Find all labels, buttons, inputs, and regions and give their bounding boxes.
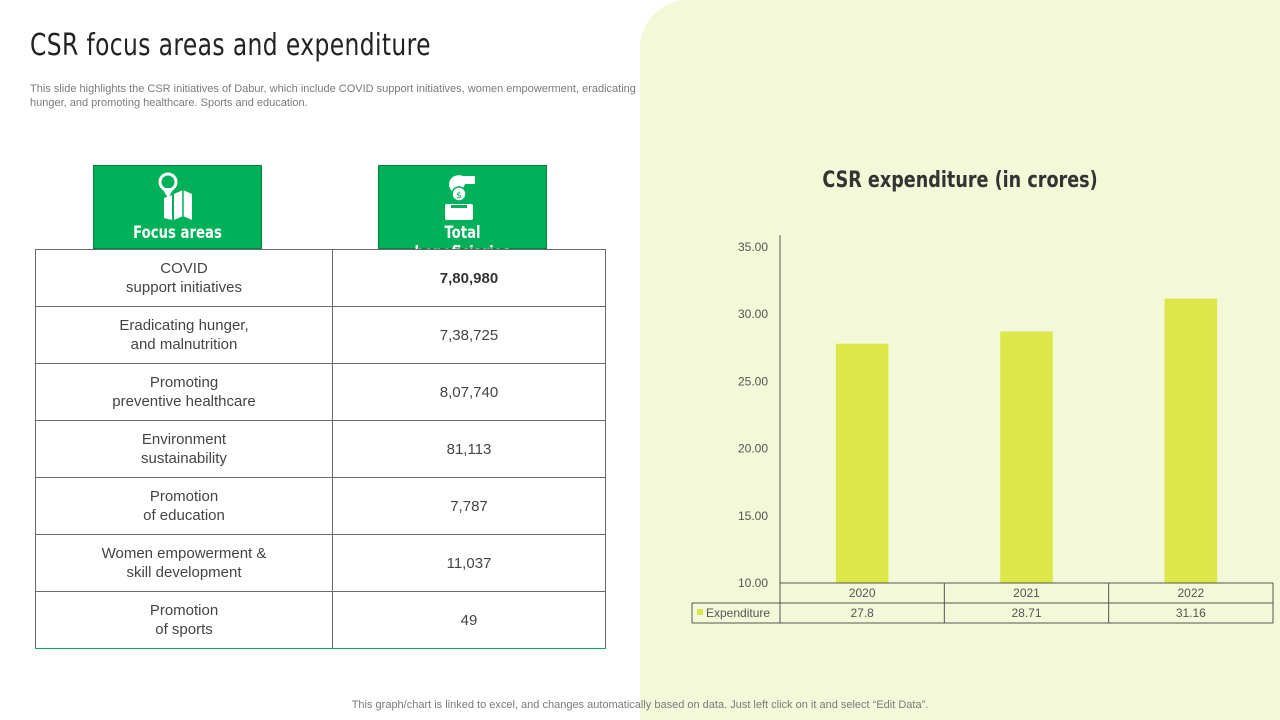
focus-area-cell: Environment sustainability [35,420,333,478]
y-tick-label: 35.00 [738,240,768,254]
footer-note: This graph/chart is linked to excel, and… [351,699,929,711]
focus-area-cell: Promotion of education [35,477,333,535]
legend-label: Expenditure [706,606,770,620]
bar [1000,331,1053,583]
x-tick-label: 2022 [1177,586,1204,600]
beneficiaries-cell: 7,80,980 [332,249,606,307]
map-pin-icon [94,172,261,220]
beneficiaries-cell: 8,07,740 [332,363,606,421]
beneficiaries-cell: 49 [332,591,606,649]
x-tick-label: 2021 [1013,586,1040,600]
table-row: Women empowerment & skill development 11… [35,534,606,592]
y-tick-label: 15.00 [738,509,768,523]
y-tick-label: 30.00 [738,307,768,321]
focus-areas-table: COVID support initiatives 7,80,980 Eradi… [35,249,606,649]
focus-areas-label: Focus areas [133,223,222,243]
donation-hand-icon: $ [379,172,546,220]
page-title: CSR focus areas and expenditure [30,28,431,63]
y-tick-label: 10.00 [738,576,768,590]
x-tick-label: 2020 [849,586,876,600]
chart-title: CSR expenditure (in crores) [822,168,1098,193]
beneficiaries-cell: 7,38,725 [332,306,606,364]
table-row: Environment sustainability 81,113 [35,420,606,478]
y-tick-label: 25.00 [738,374,768,388]
y-tick-label: 20.00 [738,442,768,456]
bar [1164,298,1218,583]
page-subtitle: This slide highlights the CSR initiative… [30,83,636,109]
table-row: COVID support initiatives 7,80,980 [35,249,606,307]
focus-area-cell: Women empowerment & skill development [35,534,333,592]
focus-area-cell: Promoting preventive healthcare [35,363,333,421]
data-label: 27.8 [850,606,874,620]
data-label: 28.71 [1011,606,1041,620]
bar [835,343,889,583]
focus-areas-header: Focus areas [93,165,262,249]
legend-swatch [697,609,703,615]
focus-area-cell: Promotion of sports [35,591,333,649]
table-row: Promotion of sports 49 [35,591,606,649]
expenditure-bar-chart[interactable]: 10.00 15.00 20.00 25.00 30.00 35.00 2020 27.8 20… [690,230,1275,630]
table-row: Promotion of education 7,787 [35,477,606,535]
table-row: Promoting preventive healthcare 8,07,740 [35,363,606,421]
focus-area-cell: Eradicating hunger, and malnutrition [35,306,333,364]
focus-area-cell: COVID support initiatives [35,249,333,307]
total-beneficiaries-header: $ Total beneficiaries [378,165,547,263]
beneficiaries-cell: 11,037 [332,534,606,592]
svg-text:$: $ [456,191,462,201]
beneficiaries-cell: 7,787 [332,477,606,535]
data-label: 31.16 [1176,606,1206,620]
table-row: Eradicating hunger, and malnutrition 7,3… [35,306,606,364]
beneficiaries-cell: 81,113 [332,420,606,478]
